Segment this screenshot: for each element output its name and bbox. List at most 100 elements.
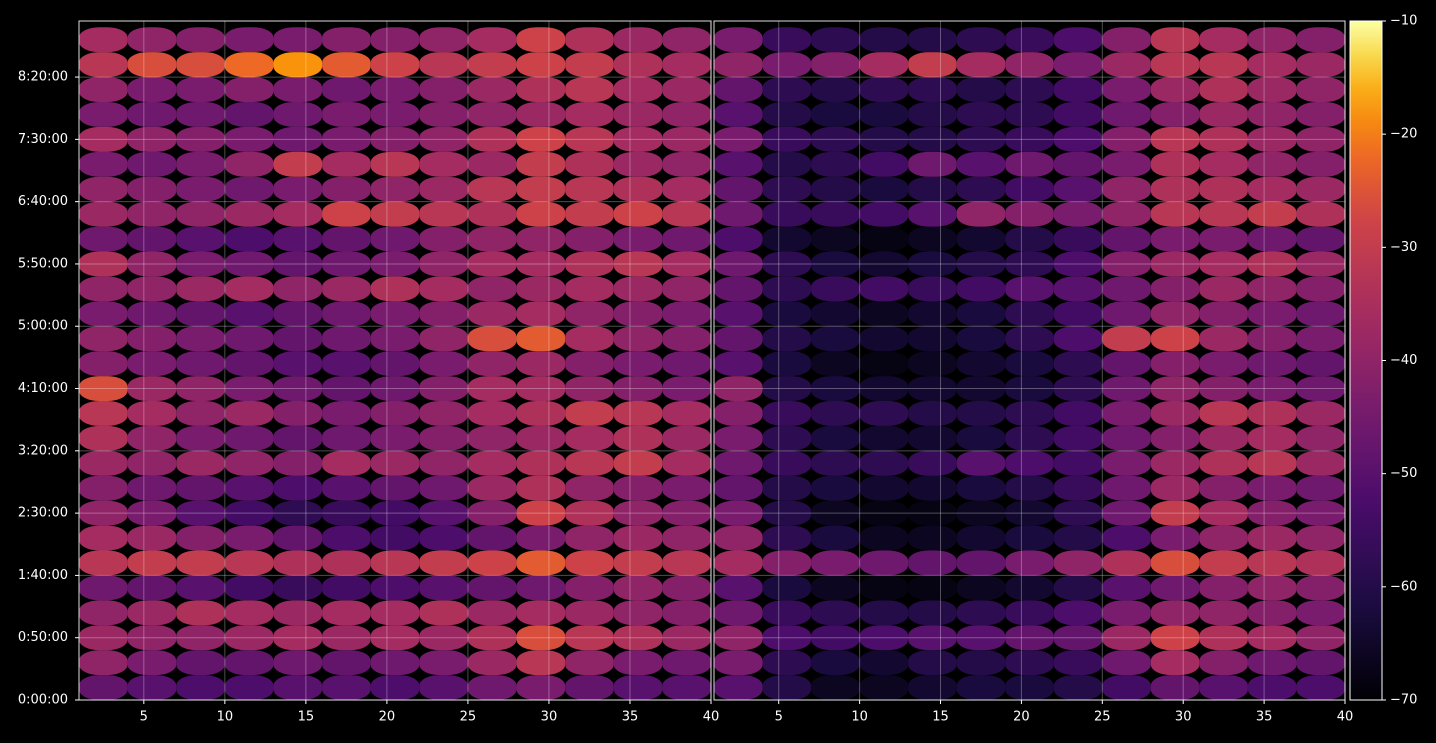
heat-cell — [1247, 450, 1297, 476]
heat-cell — [1199, 525, 1248, 551]
heat-cell — [419, 450, 468, 476]
heat-cell — [224, 650, 274, 676]
heat-cell — [565, 276, 614, 302]
heat-cell — [1005, 625, 1054, 651]
heat-cell — [1296, 101, 1345, 127]
heat-cell — [79, 525, 128, 551]
heat-cell — [467, 101, 517, 127]
heat-cell — [1005, 251, 1054, 277]
y-tick-label: 4:10:00 — [18, 381, 68, 396]
heat-cell — [419, 226, 468, 252]
heat-cell — [908, 475, 957, 501]
x-tick-label: 15 — [298, 710, 315, 725]
heat-cell — [370, 500, 420, 526]
heat-cell — [1199, 650, 1248, 676]
heat-cell — [467, 525, 517, 551]
heat-cell — [762, 27, 812, 53]
heat-cell — [1053, 151, 1103, 177]
heat-cell — [1199, 326, 1248, 352]
heat-cell — [662, 77, 711, 102]
heat-cell — [811, 52, 860, 78]
heat-cell — [127, 425, 177, 451]
heat-cell — [79, 400, 128, 426]
heat-cell — [762, 475, 812, 501]
heat-cell — [1005, 475, 1054, 501]
x-tick-label: 15 — [932, 710, 949, 725]
heat-cell — [762, 151, 812, 177]
heat-cell — [859, 400, 909, 426]
heat-cell — [79, 27, 128, 53]
heat-cell — [127, 675, 177, 700]
heat-cell — [1102, 500, 1151, 526]
heat-cell — [516, 226, 566, 252]
heat-cell — [565, 525, 614, 551]
heat-cell — [224, 376, 274, 401]
heat-cell — [1005, 650, 1054, 676]
heat-cell — [859, 650, 909, 676]
heat-cell — [811, 126, 860, 152]
heat-cell — [1150, 376, 1200, 401]
heat-cell — [1102, 400, 1151, 426]
heat-cell — [762, 351, 812, 377]
heat-cell — [908, 675, 957, 700]
heat-cell — [956, 450, 1006, 476]
heat-cell — [714, 126, 763, 152]
heat-cell — [322, 376, 371, 401]
heat-cell — [1296, 450, 1345, 476]
heat-cell — [1199, 675, 1248, 700]
heat-cell — [1005, 126, 1054, 152]
heat-cell — [1102, 450, 1151, 476]
heat-cell — [1053, 400, 1103, 426]
heat-cell — [176, 226, 225, 252]
heat-cell — [224, 52, 274, 78]
heat-cell — [1199, 400, 1248, 426]
heat-cell — [662, 201, 711, 227]
heat-cell — [762, 52, 812, 78]
heat-cell — [516, 400, 566, 426]
heat-cell — [908, 450, 957, 476]
heat-cell — [714, 326, 763, 352]
heat-cell — [613, 251, 663, 277]
heat-cell — [1102, 77, 1151, 102]
heat-cell — [370, 425, 420, 451]
heat-cell — [1296, 77, 1345, 102]
heat-cell — [1053, 226, 1103, 252]
heat-cell — [1150, 550, 1200, 576]
heat-cell — [1247, 27, 1297, 53]
heat-cell — [1053, 425, 1103, 451]
heat-cell — [956, 650, 1006, 676]
colorbar-tick-label: −10 — [1390, 14, 1417, 29]
heat-cell — [714, 351, 763, 377]
heat-cell — [859, 126, 909, 152]
heat-cell — [1053, 450, 1103, 476]
heat-cell — [1199, 126, 1248, 152]
heat-cell — [176, 650, 225, 676]
heat-cell — [79, 500, 128, 526]
heat-cell — [956, 600, 1006, 626]
heat-cell — [859, 201, 909, 227]
heat-cell — [811, 276, 860, 302]
heat-cell — [811, 101, 860, 127]
heat-cell — [273, 425, 323, 451]
heat-cell — [1053, 326, 1103, 352]
heat-cell — [467, 650, 517, 676]
heat-cell — [714, 176, 763, 202]
heat-cell — [1296, 625, 1345, 651]
heat-cell — [1247, 425, 1297, 451]
heat-cell — [516, 525, 566, 551]
heat-cell — [467, 251, 517, 277]
heat-cell — [662, 276, 711, 302]
heat-cell — [273, 27, 323, 53]
heat-cell — [662, 450, 711, 476]
heat-cell — [565, 226, 614, 252]
heat-cell — [811, 351, 860, 377]
heat-cell — [176, 276, 225, 302]
heat-cell — [127, 525, 177, 551]
heat-cell — [811, 201, 860, 227]
heat-cell — [79, 226, 128, 252]
heat-cell — [956, 27, 1006, 53]
heat-cell — [273, 400, 323, 426]
heat-cell — [322, 77, 371, 102]
heat-cell — [1102, 351, 1151, 377]
heat-cell — [908, 400, 957, 426]
